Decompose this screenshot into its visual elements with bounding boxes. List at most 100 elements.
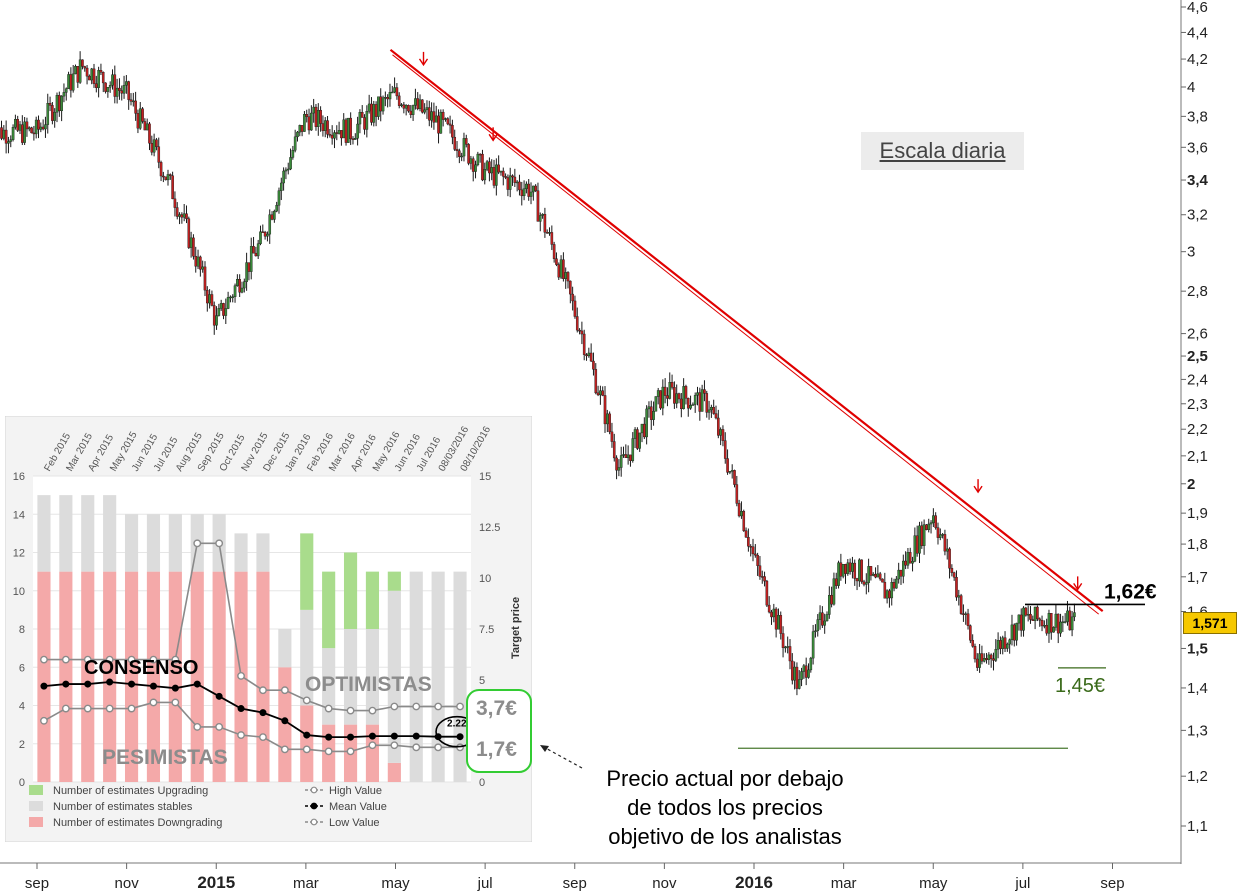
candle-body (703, 389, 706, 394)
candle-body (733, 470, 736, 485)
candle-body (839, 562, 843, 577)
candle-body (67, 74, 70, 89)
candle-body (626, 454, 630, 459)
candle-body (152, 139, 156, 153)
candle-body (478, 153, 482, 156)
inset-bar (453, 571, 467, 782)
candle-body (379, 96, 383, 112)
candle-body (455, 149, 459, 152)
note-line: objetivo de los analistas (608, 824, 842, 849)
candle-body (932, 515, 935, 523)
candle-body (689, 405, 692, 409)
x-tick-label: may (381, 875, 410, 892)
scale-label-box: Escala diaria (861, 132, 1024, 170)
candle-body (945, 548, 949, 552)
candle-body (643, 423, 646, 438)
candle-body (240, 287, 244, 293)
candle-body (795, 666, 799, 689)
candle-body (242, 281, 246, 289)
candle-body (585, 354, 588, 357)
candle-body (536, 190, 540, 222)
candle-body (2, 129, 6, 139)
candle-body (501, 170, 505, 177)
candle-body (1061, 621, 1065, 623)
inset-target-point (412, 743, 421, 752)
legend-label: Number of estimates Downgrading (53, 817, 222, 829)
candle-body (525, 183, 528, 189)
inset-target-point (390, 702, 399, 711)
targets-box (466, 689, 532, 773)
candle-body (807, 669, 810, 678)
touch-arrow-head (418, 58, 429, 67)
candle-body (4, 129, 8, 144)
candle-body (85, 67, 89, 77)
candle-body (767, 604, 771, 613)
inset-target-point (193, 723, 202, 731)
candle-body (388, 92, 392, 100)
inset-bar (124, 514, 139, 572)
candle-body (797, 679, 801, 689)
inset-target-point (303, 731, 311, 739)
candle-body (256, 243, 260, 257)
inset-target-point (302, 745, 311, 754)
candle-body (834, 578, 838, 586)
inset-target-point (237, 731, 245, 739)
inset-left-tick-label: 16 (13, 471, 25, 483)
candle-body (259, 231, 262, 244)
candle-body (421, 99, 424, 113)
touch-arrow-head (973, 485, 983, 494)
candle-body (728, 471, 732, 473)
candle-body (411, 105, 415, 115)
y-tick-label: 2,8 (1187, 283, 1208, 300)
candle-body (377, 96, 380, 117)
candle-body (617, 467, 621, 471)
candle-body (21, 124, 24, 143)
candle-body (950, 567, 954, 573)
candle-body (143, 121, 147, 131)
inset-target-line (43, 681, 461, 739)
candle-body (638, 432, 641, 449)
candle-body (513, 176, 517, 183)
candle-body (624, 454, 628, 459)
candle-body (307, 116, 311, 131)
x-tick-label: mar (831, 875, 857, 892)
candle-body (120, 90, 124, 94)
candle-body (633, 429, 637, 439)
x-tick-label: nov (652, 875, 677, 892)
resistance-trendline-inner (392, 54, 1099, 615)
candle-body (545, 232, 549, 234)
candle-body (841, 564, 845, 577)
candle-body (668, 382, 672, 399)
candle-body (612, 441, 616, 459)
candle-body (682, 386, 685, 410)
inset-bar (278, 629, 292, 668)
candle-body (700, 389, 704, 412)
candle-body (675, 393, 678, 404)
candle-body (95, 83, 98, 88)
candle-body (370, 103, 373, 123)
candle-body (407, 105, 410, 112)
candle-body (393, 87, 396, 93)
candle-body (122, 84, 126, 94)
inset-target-point (105, 655, 114, 664)
candle-body (439, 111, 443, 134)
candle-body (543, 213, 547, 233)
candle-body (372, 104, 376, 123)
candle-body (134, 100, 137, 114)
candle-body (520, 189, 524, 197)
candle-body (529, 191, 533, 197)
candle-body (145, 123, 149, 131)
candle-body (959, 595, 963, 614)
candle-body (224, 308, 228, 316)
candle-body (363, 117, 366, 130)
inset-bar (322, 571, 336, 649)
candle-body (869, 566, 873, 576)
candle-body (178, 214, 181, 217)
inset-bar (387, 590, 401, 763)
inset-target-point (127, 655, 136, 664)
legend-swatch (29, 785, 43, 795)
candle-body (374, 104, 378, 117)
candle-body (573, 300, 577, 317)
price-axis-layer: 4,6 4,4 4,2 4 3,8 3,6 3,4 3,2 3 2,8 2,6 2,5 2,4 2,3 2,… (0, 0, 1209, 892)
candle-body (645, 408, 648, 438)
